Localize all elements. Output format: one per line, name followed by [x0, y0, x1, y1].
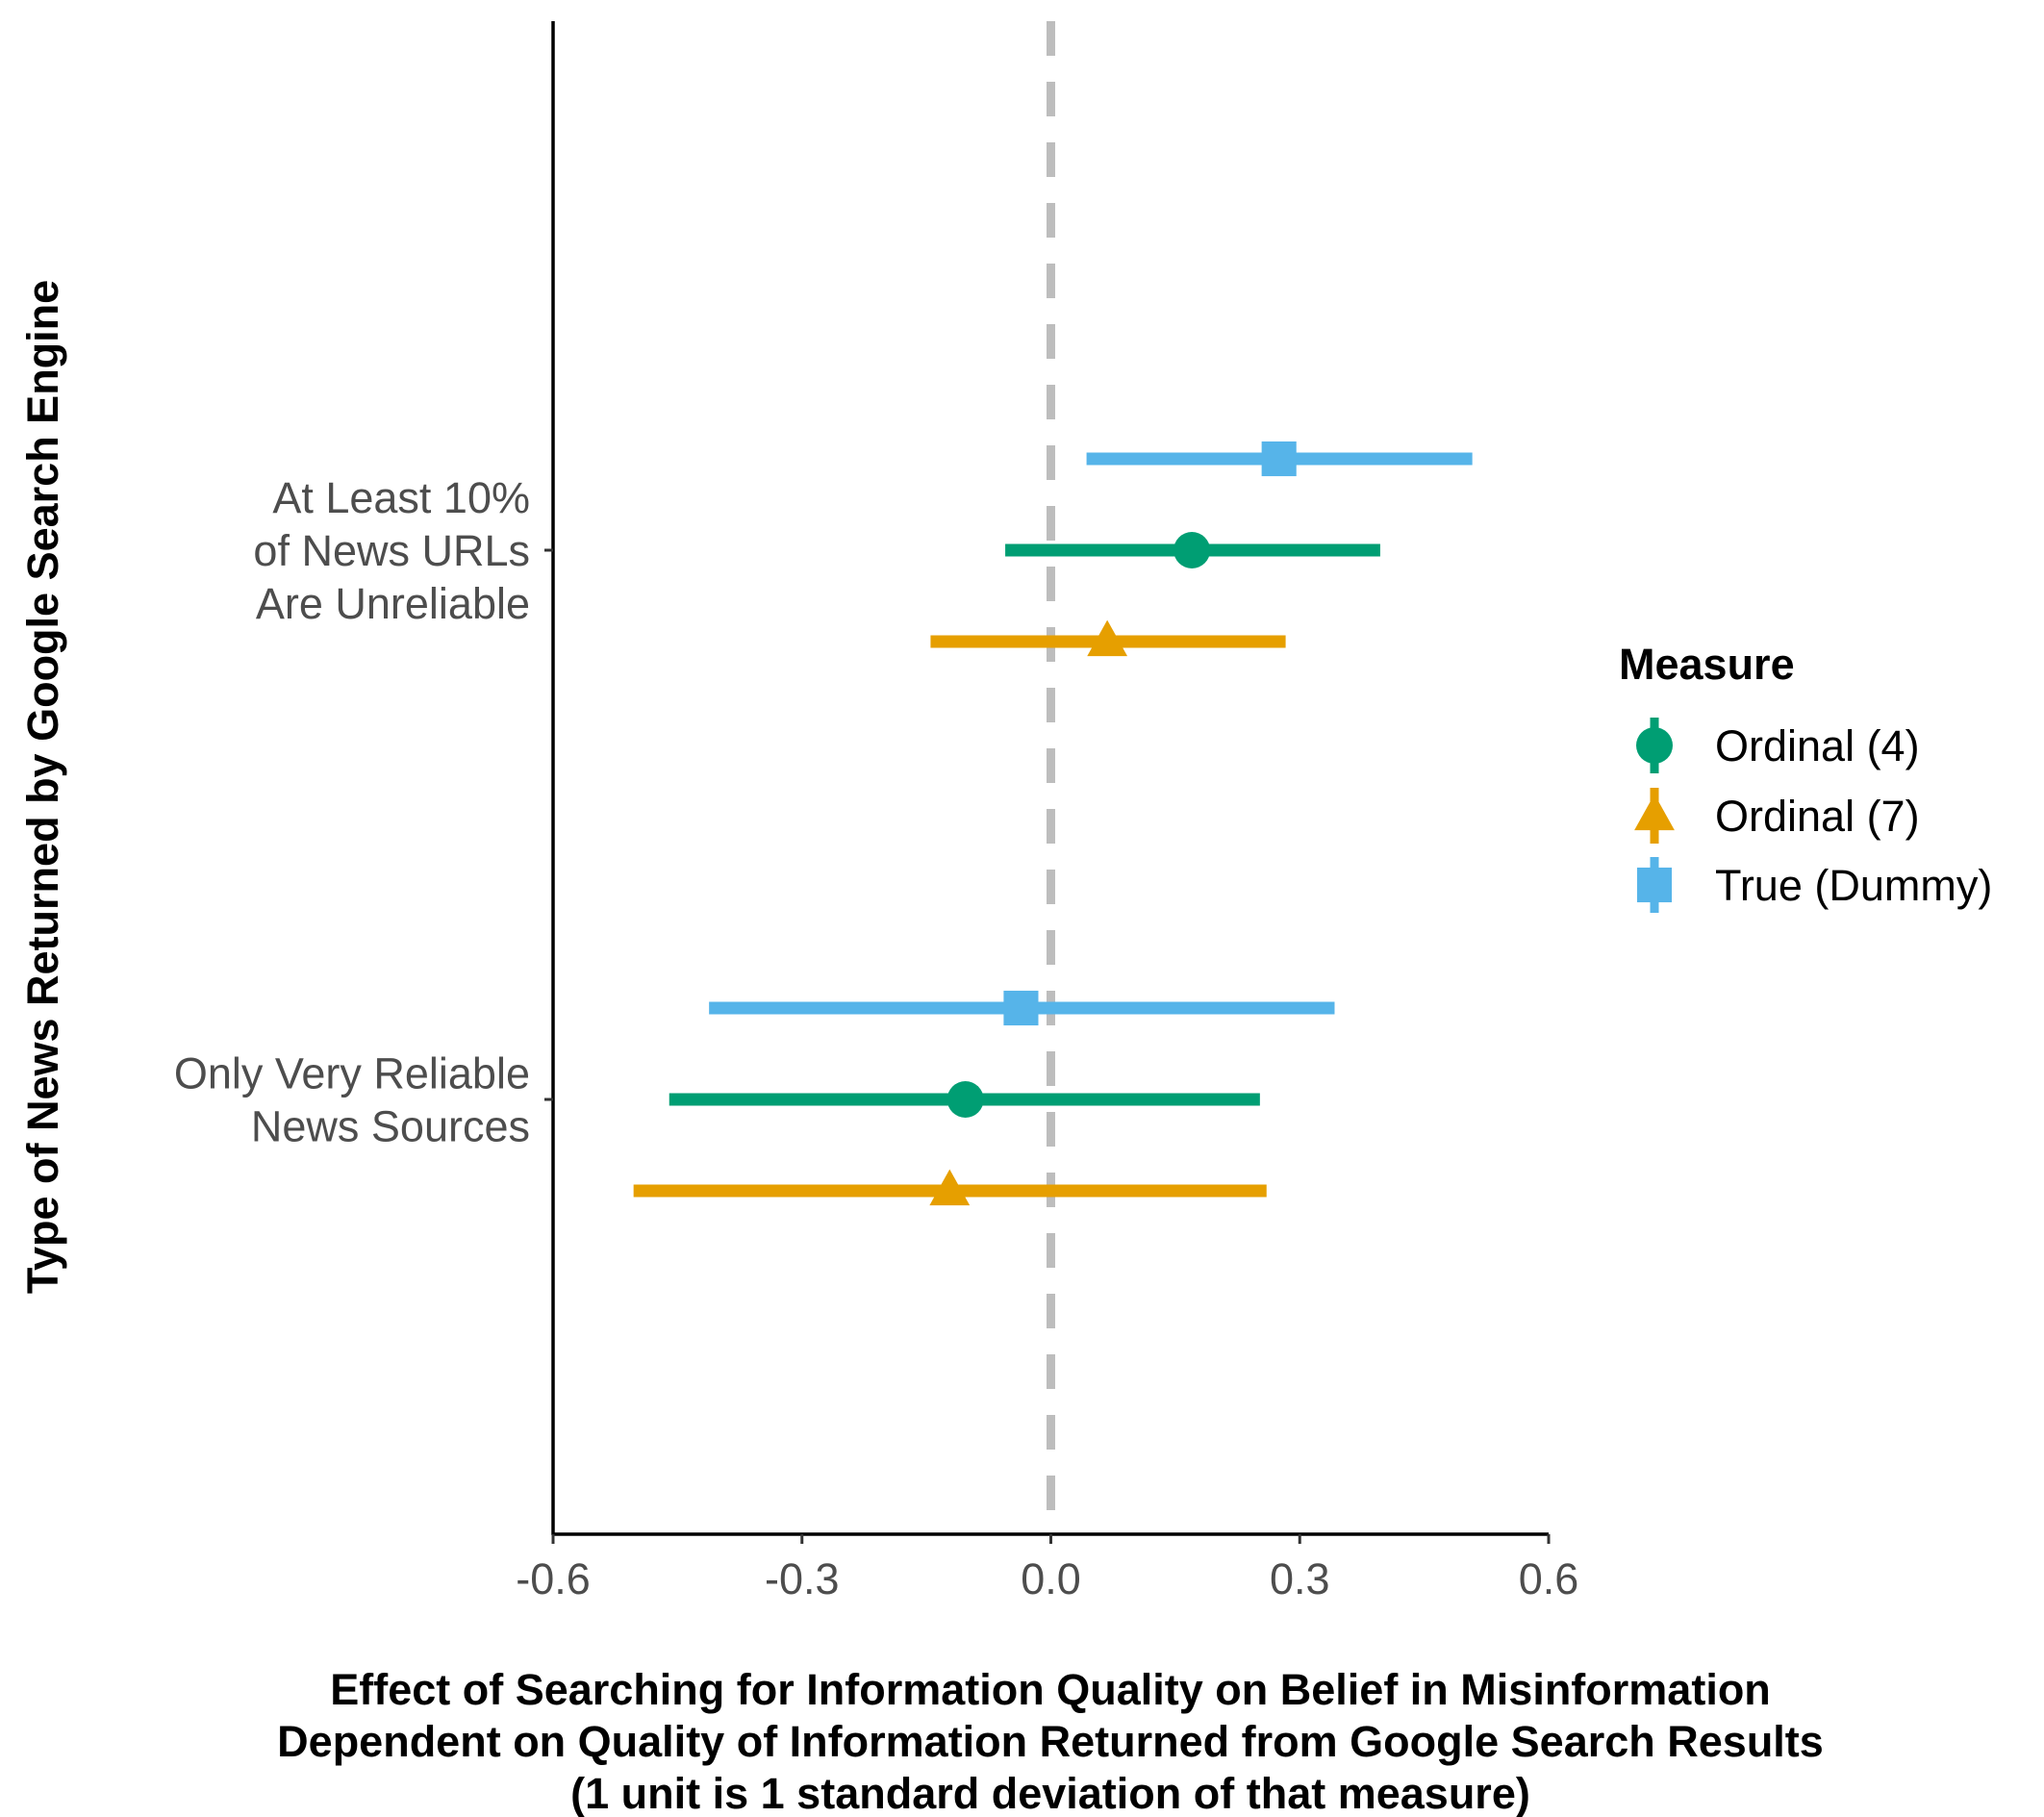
legend-key-marker: [1636, 867, 1673, 903]
y-tick-label: At Least 10%: [272, 473, 530, 522]
x-axis-title-line: Effect of Searching for Information Qual…: [330, 1665, 1771, 1714]
legend: Measure Ordinal (4) Ordinal (7) True (Dummy…: [1619, 640, 1992, 913]
x-tick-label: 0.6: [1519, 1554, 1579, 1603]
legend-key-marker: [1634, 794, 1675, 831]
point-layer: [929, 441, 1297, 1206]
point-estimate: [929, 1169, 971, 1206]
legend-item: Ordinal (4): [1636, 718, 1920, 773]
x-tick-label: 0.0: [1021, 1554, 1081, 1603]
x-axis-title-line: (1 unit is 1 standard deviation of that …: [570, 1769, 1530, 1817]
legend-label: Ordinal (4): [1715, 721, 1920, 770]
point-estimate: [946, 1081, 984, 1118]
x-tick-label: -0.6: [516, 1554, 591, 1603]
x-axis-title-line: Dependent on Quality of Information Retu…: [277, 1717, 1824, 1766]
legend-label: True (Dummy): [1715, 861, 1992, 910]
x-tick-label: -0.3: [765, 1554, 840, 1603]
point-estimate: [1261, 441, 1297, 477]
x-tick-label: 0.3: [1270, 1554, 1330, 1603]
x-ticks: -0.6 -0.3 0.0 0.3 0.6: [516, 1534, 1578, 1603]
point-estimate: [1173, 532, 1211, 568]
legend-key-marker: [1636, 727, 1673, 764]
y-axis-title-group: Type of News Returned by Google Search E…: [18, 280, 67, 1294]
y-tick-label: News Sources: [251, 1102, 530, 1151]
y-tick-label: Only Very Reliable: [174, 1049, 530, 1098]
point-estimate: [1087, 619, 1128, 657]
y-tick-label: of News URLs: [253, 526, 530, 575]
x-axis-title-group: Effect of Searching for Information Qual…: [277, 1665, 1824, 1817]
y-axis-title: Type of News Returned by Google Search E…: [18, 280, 67, 1294]
y-tick-label: Are Unreliable: [256, 579, 530, 628]
legend-item: Ordinal (7): [1634, 788, 1920, 844]
legend-item: True (Dummy): [1636, 857, 1992, 913]
legend-label: Ordinal (7): [1715, 792, 1920, 841]
legend-title: Measure: [1619, 640, 1795, 689]
point-estimate: [1003, 990, 1039, 1026]
